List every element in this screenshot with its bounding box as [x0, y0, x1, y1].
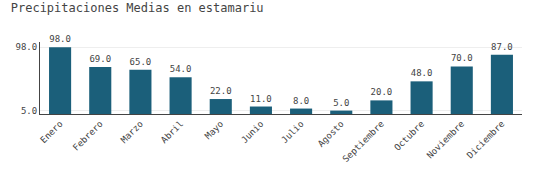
svg-text:Julio: Julio: [279, 119, 305, 145]
svg-text:69.0: 69.0: [89, 54, 111, 64]
svg-text:5.0: 5.0: [21, 106, 37, 116]
svg-text:Precipitaciones Medias en esta: Precipitaciones Medias en estamariu: [11, 1, 264, 15]
svg-text:48.0: 48.0: [411, 68, 433, 78]
svg-text:Diciembre: Diciembre: [465, 119, 507, 161]
svg-text:Enero: Enero: [38, 119, 64, 145]
svg-text:65.0: 65.0: [130, 57, 152, 67]
svg-text:Abril: Abril: [159, 119, 185, 145]
svg-text:5.0: 5.0: [333, 98, 349, 108]
svg-text:20.0: 20.0: [371, 87, 393, 97]
svg-text:Febrero: Febrero: [71, 119, 105, 153]
svg-text:Septiembre: Septiembre: [341, 119, 386, 164]
svg-text:11.0: 11.0: [250, 94, 272, 104]
svg-text:70.0: 70.0: [451, 53, 473, 63]
svg-text:Junio: Junio: [239, 119, 265, 145]
svg-text:98.0: 98.0: [49, 34, 71, 44]
svg-text:54.0: 54.0: [170, 64, 192, 74]
svg-text:8.0: 8.0: [293, 96, 309, 106]
svg-text:87.0: 87.0: [491, 42, 513, 52]
svg-text:Octubre: Octubre: [392, 119, 426, 153]
svg-text:22.0: 22.0: [210, 86, 232, 96]
svg-text:Agosto: Agosto: [316, 119, 346, 149]
svg-text:Marzo: Marzo: [119, 119, 145, 145]
svg-text:Noviembre: Noviembre: [425, 119, 467, 161]
svg-text:Mayo: Mayo: [203, 119, 225, 141]
svg-text:98.0: 98.0: [16, 42, 38, 52]
